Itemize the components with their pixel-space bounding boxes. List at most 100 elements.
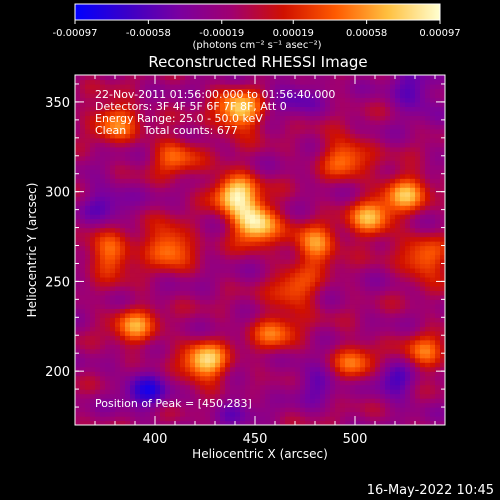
- heatmap-cell: [410, 267, 416, 274]
- heatmap-cell: [320, 236, 326, 242]
- heatmap-cell: [75, 308, 81, 314]
- heatmap-cell: [265, 245, 271, 251]
- heatmap-cell: [160, 411, 166, 417]
- heatmap-cell: [75, 321, 81, 327]
- heatmap-cell: [440, 218, 445, 224]
- heatmap-cell: [130, 335, 136, 341]
- heatmap-cell: [415, 182, 421, 188]
- heatmap-cell: [125, 146, 131, 152]
- heatmap-cell: [260, 303, 266, 309]
- heatmap-cell: [420, 276, 426, 283]
- heatmap-cell: [250, 416, 256, 422]
- heatmap-cell: [95, 299, 101, 305]
- heatmap-cell: [225, 384, 231, 390]
- heatmap-cell: [300, 321, 306, 327]
- heatmap-cell: [170, 191, 176, 197]
- heatmap-cell: [315, 348, 321, 354]
- heatmap-cell: [190, 294, 196, 300]
- heatmap-cell: [110, 299, 116, 305]
- heatmap-cell: [280, 133, 286, 139]
- heatmap-cell: [265, 155, 271, 161]
- heatmap-cell: [165, 402, 171, 408]
- heatmap-cell: [395, 209, 401, 215]
- heatmap-cell: [135, 380, 141, 386]
- heatmap-cell: [130, 164, 136, 170]
- heatmap-cell: [265, 169, 271, 175]
- heatmap-cell: [200, 164, 206, 170]
- heatmap-cell: [385, 326, 391, 332]
- heatmap-cell: [240, 411, 246, 417]
- heatmap-cell: [435, 393, 441, 399]
- heatmap-cell: [440, 241, 445, 247]
- heatmap-cell: [195, 411, 201, 417]
- heatmap-cell: [390, 227, 396, 233]
- heatmap-cell: [150, 393, 156, 399]
- heatmap-cell: [280, 223, 286, 229]
- heatmap-cell: [415, 155, 421, 161]
- heatmap-cell: [325, 137, 331, 143]
- heatmap-cell: [305, 285, 311, 291]
- heatmap-cell: [85, 321, 91, 327]
- heatmap-cell: [420, 384, 426, 390]
- heatmap-cell: [75, 326, 81, 332]
- heatmap-cell: [270, 227, 276, 233]
- heatmap-cell: [395, 182, 401, 188]
- heatmap-cell: [375, 218, 381, 224]
- heatmap-cell: [405, 285, 411, 291]
- heatmap-cell: [390, 353, 396, 359]
- heatmap-cell: [115, 164, 121, 170]
- heatmap-cell: [370, 362, 376, 368]
- heatmap-cell: [105, 209, 111, 215]
- heatmap-cell: [260, 133, 266, 139]
- heatmap-cell: [225, 236, 231, 242]
- heatmap-cell: [335, 241, 341, 247]
- heatmap-cell: [410, 137, 416, 143]
- heatmap-cell: [320, 353, 326, 359]
- heatmap-cell: [145, 366, 151, 372]
- heatmap-cell: [415, 196, 421, 202]
- heatmap-cell: [160, 353, 166, 359]
- heatmap-cell: [140, 241, 146, 247]
- heatmap-cell: [285, 416, 291, 422]
- heatmap-cell: [170, 218, 176, 224]
- heatmap-cell: [85, 290, 91, 296]
- heatmap-cell: [425, 223, 431, 229]
- heatmap-cell: [115, 236, 121, 242]
- heatmap-cell: [260, 420, 266, 425]
- heatmap-cell: [125, 348, 131, 354]
- heatmap-cell: [430, 178, 436, 184]
- heatmap-cell: [350, 173, 356, 179]
- heatmap-cell: [95, 411, 101, 417]
- heatmap-cell: [195, 398, 201, 404]
- heatmap-cell: [400, 344, 406, 350]
- heatmap-cell: [420, 393, 426, 399]
- heatmap-cell: [400, 128, 406, 134]
- heatmap-cell: [245, 303, 251, 309]
- heatmap-cell: [200, 146, 206, 152]
- heatmap-cell: [130, 330, 136, 336]
- heatmap-cell: [320, 335, 326, 341]
- heatmap-cell: [145, 384, 151, 390]
- heatmap-cell: [410, 124, 416, 130]
- heatmap-cell: [410, 402, 416, 408]
- heatmap-cell: [185, 326, 191, 332]
- heatmap-cell: [360, 263, 366, 269]
- heatmap-cell: [375, 169, 381, 175]
- heatmap-cell: [260, 384, 266, 390]
- heatmap-cell: [420, 267, 426, 274]
- heatmap-cell: [270, 344, 276, 350]
- heatmap-cell: [105, 169, 111, 175]
- heatmap-cell: [350, 290, 356, 296]
- heatmap-cell: [350, 330, 356, 336]
- heatmap-cell: [310, 241, 316, 247]
- heatmap-cell: [340, 272, 346, 278]
- heatmap-cell: [320, 312, 326, 318]
- heatmap-cell: [235, 214, 241, 220]
- heatmap-cell: [160, 407, 166, 413]
- heatmap-cell: [175, 375, 181, 381]
- heatmap-cell: [300, 353, 306, 359]
- heatmap-cell: [105, 236, 111, 242]
- heatmap-cell: [275, 218, 281, 224]
- heatmap-cell: [140, 299, 146, 305]
- heatmap-cell: [395, 200, 401, 206]
